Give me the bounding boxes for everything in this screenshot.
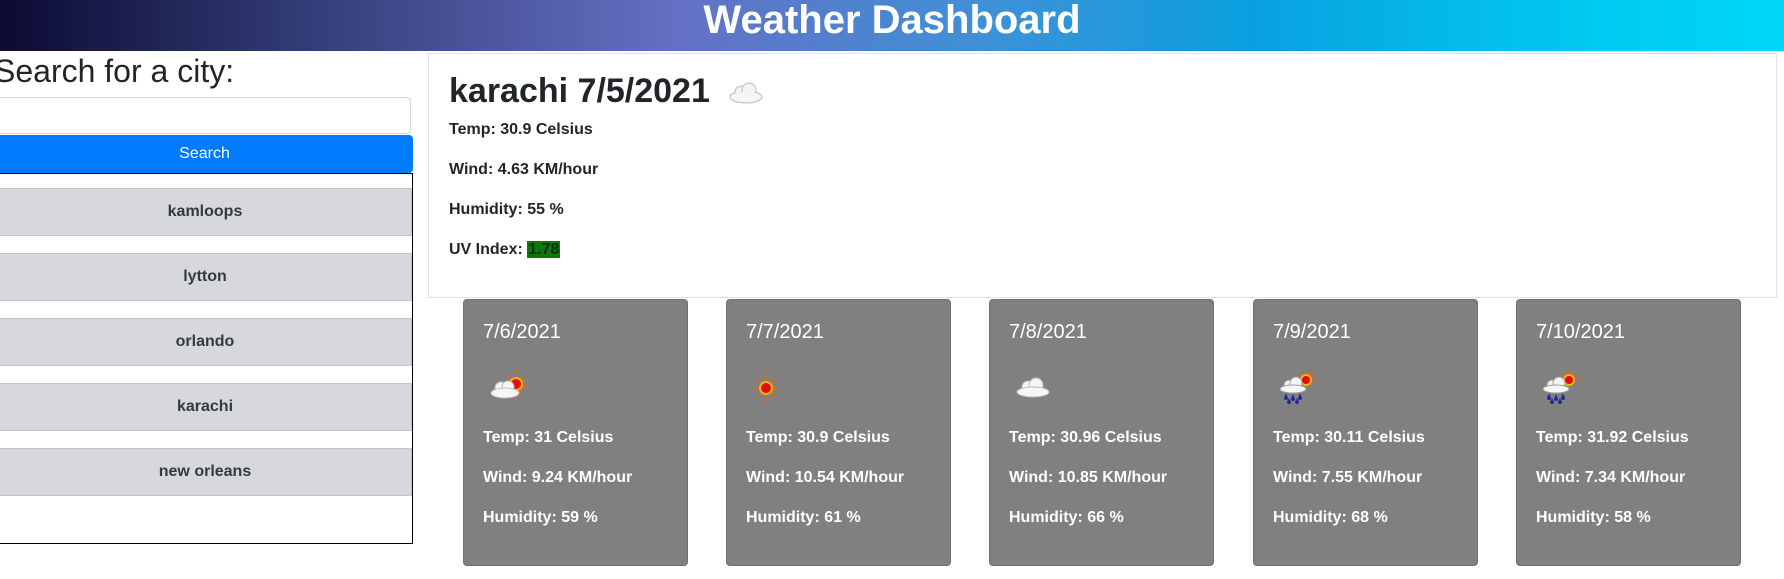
- search-input[interactable]: [0, 97, 411, 134]
- history-item-kamloops[interactable]: kamloops: [0, 188, 412, 236]
- forecast-wind: Wind: 7.34 KM/hour: [1536, 469, 1686, 486]
- page-header: Weather Dashboard: [0, 0, 1784, 51]
- forecast-temp: Temp: 30.11 Celsius: [1273, 429, 1425, 446]
- partly-cloudy-icon: [486, 368, 530, 404]
- current-weather-card: karachi 7/5/2021 Temp: 30.9 Celsius Wind…: [428, 53, 1777, 298]
- forecast-date: 7/10/2021: [1536, 321, 1625, 343]
- forecast-card: 7/9/2021 Temp: 30.11 Celsius Wind: 7.55 …: [1253, 299, 1478, 566]
- forecast-temp: Temp: 30.9 Celsius: [746, 429, 890, 446]
- forecast-humidity: Humidity: 58 %: [1536, 509, 1651, 526]
- search-title: Search for a city:: [0, 53, 235, 89]
- page-title: Weather Dashboard: [703, 0, 1081, 42]
- current-uv-index: UV Index: 1.78: [449, 241, 561, 259]
- cloud-icon: [726, 77, 766, 107]
- forecast-wind: Wind: 10.54 KM/hour: [746, 469, 905, 486]
- sun-icon: [749, 368, 793, 404]
- forecast-humidity: Humidity: 68 %: [1273, 509, 1388, 526]
- search-history-list: kamloops lytton orlando karachi new orle…: [0, 173, 413, 544]
- forecast-wind: Wind: 10.85 KM/hour: [1009, 469, 1168, 486]
- current-city-date: karachi 7/5/2021: [449, 72, 710, 110]
- forecast-date: 7/7/2021: [746, 321, 824, 343]
- current-temp: Temp: 30.9 Celsius: [449, 121, 593, 138]
- rain-sun-icon: [1276, 368, 1320, 404]
- forecast-card: 7/7/2021 Temp: 30.9 Celsius Wind: 10.54 …: [726, 299, 951, 566]
- forecast-temp: Temp: 30.96 Celsius: [1009, 429, 1162, 446]
- current-humidity: Humidity: 55 %: [449, 201, 564, 218]
- forecast-card: 7/10/2021 Temp: 31.92 Celsius Wind: 7.34…: [1516, 299, 1741, 566]
- forecast-date: 7/8/2021: [1009, 321, 1087, 343]
- forecast-humidity: Humidity: 61 %: [746, 509, 861, 526]
- history-item-karachi[interactable]: karachi: [0, 383, 412, 431]
- cloud-icon: [1012, 368, 1056, 404]
- forecast-date: 7/6/2021: [483, 321, 561, 343]
- forecast-card: 7/6/2021 Temp: 31 Celsius Wind: 9.24 KM/…: [463, 299, 688, 566]
- search-button[interactable]: Search: [0, 135, 413, 173]
- rain-sun-icon: [1539, 368, 1583, 404]
- uv-index-label: UV Index:: [449, 241, 523, 258]
- search-sidebar: Search for a city: Search kamloops lytto…: [0, 51, 413, 544]
- forecast-wind: Wind: 7.55 KM/hour: [1273, 469, 1423, 486]
- forecast-card: 7/8/2021 Temp: 30.96 Celsius Wind: 10.85…: [989, 299, 1214, 566]
- forecast-wind: Wind: 9.24 KM/hour: [483, 469, 633, 486]
- forecast-humidity: Humidity: 59 %: [483, 509, 598, 526]
- history-item-lytton[interactable]: lytton: [0, 253, 412, 301]
- history-item-new-orleans[interactable]: new orleans: [0, 448, 412, 496]
- current-title-row: karachi 7/5/2021: [449, 72, 766, 111]
- history-item-orlando[interactable]: orlando: [0, 318, 412, 366]
- forecast-temp: Temp: 31 Celsius: [483, 429, 614, 446]
- uv-index-value: 1.78: [527, 241, 561, 258]
- forecast-date: 7/9/2021: [1273, 321, 1351, 343]
- current-wind: Wind: 4.63 KM/hour: [449, 161, 599, 178]
- forecast-humidity: Humidity: 66 %: [1009, 509, 1124, 526]
- forecast-temp: Temp: 31.92 Celsius: [1536, 429, 1689, 446]
